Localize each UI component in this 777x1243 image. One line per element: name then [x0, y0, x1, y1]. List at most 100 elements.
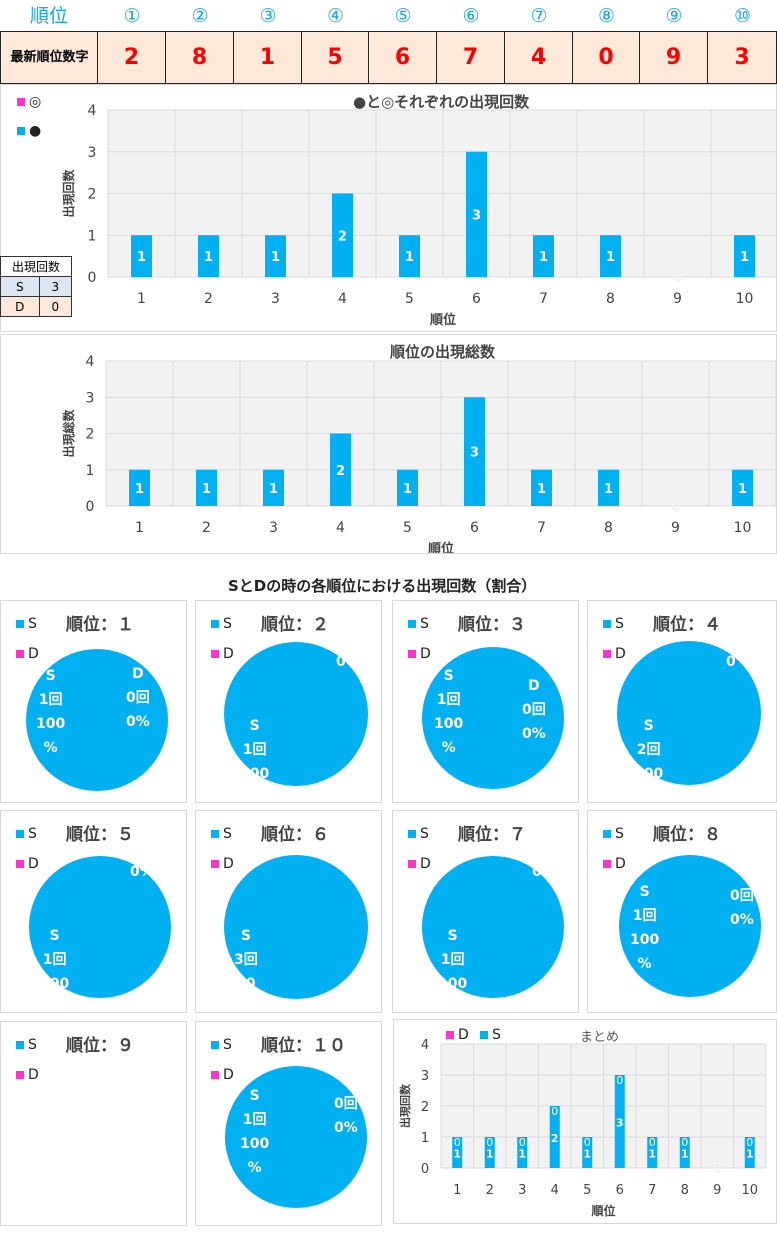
pie-legend-label: S	[615, 826, 624, 842]
pie-legend-item: S	[408, 826, 429, 842]
x-tick-label: 2	[486, 1183, 494, 1198]
bar	[263, 469, 284, 506]
x-tick-label: 3	[271, 291, 280, 307]
cyan-swatch-icon	[211, 1041, 219, 1049]
frequency-row-name: D	[0, 296, 40, 317]
latest-rank-label: 最新順位数字	[0, 31, 99, 84]
bar	[464, 397, 485, 506]
d-value-label: 0	[649, 1136, 656, 1149]
x-tick-label: 4	[551, 1183, 559, 1198]
pie-legend-label: S	[420, 826, 429, 842]
chart2-title: 順位の出現総数	[390, 343, 496, 361]
pie-legend-label: D	[28, 646, 39, 662]
y-tick-label: 0	[421, 1162, 429, 1177]
magenta-swatch-icon	[16, 1071, 24, 1079]
pie-s-label: S 1回 100 %	[240, 1088, 270, 1176]
latest-rank-digit: 3	[707, 31, 777, 84]
pie-s-label: S 1回 100	[40, 928, 70, 992]
pie-legend-item: S	[16, 616, 37, 632]
latest-rank-digit: 4	[504, 31, 573, 84]
pie-legend-label: S	[28, 826, 37, 842]
summary-legend-label: D	[458, 1027, 469, 1043]
y-tick-label: 3	[86, 390, 95, 406]
pie-legend-item: S	[603, 826, 624, 842]
x-tick-label: 5	[405, 291, 414, 307]
summary-legend-label: S	[492, 1027, 501, 1043]
magenta-swatch-icon	[17, 98, 25, 106]
bar-value-label: 1	[202, 482, 211, 497]
pie-title: 順位：４	[653, 615, 721, 635]
bar-value-label: 1	[746, 1148, 754, 1161]
x-tick-label: 9	[713, 1183, 721, 1198]
bar-value-label: 0	[671, 500, 680, 515]
bar	[452, 1137, 463, 1168]
pie-legend-item: D	[211, 1067, 234, 1083]
pie-legend-item: D	[16, 646, 39, 662]
latest-rank-digit: 0	[572, 31, 640, 84]
pie-legend-item: D	[211, 646, 234, 662]
y-tick-label: 2	[421, 1100, 429, 1115]
bar-value-label: 2	[336, 464, 345, 479]
d-value-label: 0	[486, 1136, 493, 1149]
cyan-swatch-icon	[480, 1031, 488, 1039]
cyan-swatch-icon	[16, 1041, 24, 1049]
rank-column-header: ③	[259, 5, 277, 27]
pie-legend-label: D	[28, 856, 39, 872]
y-tick-label: 1	[421, 1131, 429, 1146]
pie-legend-label: S	[223, 1037, 232, 1053]
bar-value-label: 3	[616, 1117, 624, 1130]
x-tick-label: 10	[736, 291, 754, 307]
x-tick-label: 6	[472, 291, 481, 307]
frequency-row-name: S	[0, 276, 40, 297]
pie-legend-item: S	[408, 616, 429, 632]
x-tick-label: 4	[336, 520, 345, 536]
latest-rank-digit: 8	[165, 31, 234, 84]
pie-legend-item: D	[408, 856, 431, 872]
pie-legend-label: S	[223, 616, 232, 632]
x-tick-label: 9	[673, 291, 682, 307]
x-tick-label: 3	[518, 1183, 526, 1198]
y-tick-label: 4	[421, 1038, 429, 1053]
bar-value-label: 2	[551, 1132, 559, 1145]
pie-s-label: S 1回 100 %	[434, 668, 464, 756]
summary-panel: D S まとめ 0 1 2 3 4 1 1 1 2 1 3 2 4 1 5 3 6 1 7 1 8 0 9 1 10 0 0 0 0 0 0…	[393, 1019, 777, 1224]
x-axis-label: 順位	[428, 541, 454, 553]
y-tick-label: 4	[88, 103, 97, 119]
pie-legend-item: S	[211, 616, 232, 632]
magenta-swatch-icon	[603, 860, 611, 868]
bar-value-label: 2	[338, 229, 347, 244]
cyan-swatch-icon	[16, 830, 24, 838]
y-tick-label: 0	[88, 270, 97, 286]
latest-rank-row: 最新順位数字 2 8 1 5 6 7 4 0 9 3	[0, 31, 777, 84]
cyan-swatch-icon	[211, 620, 219, 628]
pie-legend-label: D	[223, 1067, 234, 1083]
rank-column-header: ②	[191, 5, 209, 27]
x-tick-label: 10	[741, 1183, 758, 1198]
pie-s-label: S 1回 100 %	[630, 884, 660, 972]
pie-legend-item: D	[16, 856, 39, 872]
x-tick-label: 3	[269, 520, 278, 536]
pie-title: 順位：９	[66, 1036, 134, 1056]
bar-value-label: 0	[713, 1163, 721, 1176]
bar-value-label: 1	[583, 1148, 591, 1161]
bar	[399, 235, 420, 277]
magenta-swatch-icon	[16, 650, 24, 658]
bar-value-label: 3	[470, 446, 479, 461]
magenta-swatch-icon	[408, 650, 416, 658]
bar	[549, 1106, 560, 1168]
y-axis-label: 出現回数	[398, 1083, 412, 1128]
bar	[600, 235, 621, 277]
y-tick-label: 2	[86, 427, 95, 443]
pie-title: 順位：７	[458, 825, 526, 845]
pie-title: 順位：２	[261, 615, 329, 635]
y-tick-label: 1	[88, 228, 97, 244]
pie-title: 順位：８	[653, 825, 721, 845]
bar-value-label: 1	[204, 250, 213, 265]
rank-column-header: ⑦	[530, 5, 548, 27]
magenta-swatch-icon	[211, 860, 219, 868]
bar	[679, 1137, 690, 1168]
rank-column-header: ④	[326, 5, 345, 27]
bar-value-label: 1	[405, 250, 414, 265]
pie-title: 順位：１０	[261, 1036, 346, 1056]
